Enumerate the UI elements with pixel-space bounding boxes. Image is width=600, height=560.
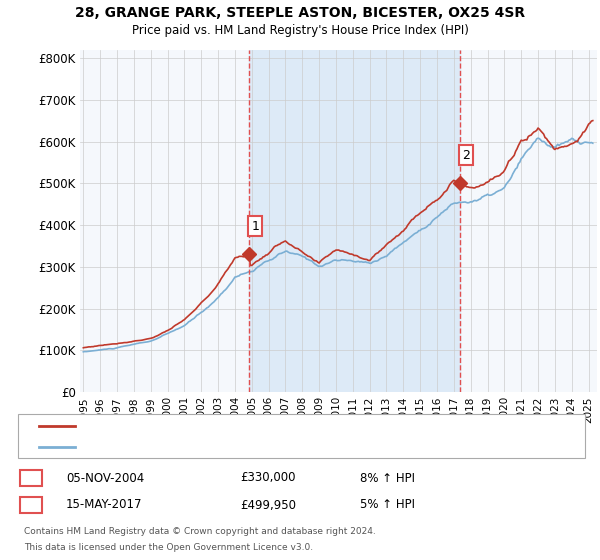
Text: £330,000: £330,000	[240, 472, 296, 484]
Text: 05-NOV-2004: 05-NOV-2004	[66, 472, 144, 484]
Text: 15-MAY-2017: 15-MAY-2017	[66, 498, 143, 511]
Text: HPI: Average price, detached house, Cherwell: HPI: Average price, detached house, Cher…	[84, 441, 334, 451]
Text: 1: 1	[251, 220, 259, 232]
Text: Contains HM Land Registry data © Crown copyright and database right 2024.: Contains HM Land Registry data © Crown c…	[24, 527, 376, 536]
Text: Price paid vs. HM Land Registry's House Price Index (HPI): Price paid vs. HM Land Registry's House …	[131, 24, 469, 37]
Text: 1: 1	[27, 472, 35, 484]
Text: 2: 2	[27, 498, 35, 511]
Text: This data is licensed under the Open Government Licence v3.0.: This data is licensed under the Open Gov…	[24, 543, 313, 552]
Text: 28, GRANGE PARK, STEEPLE ASTON, BICESTER, OX25 4SR: 28, GRANGE PARK, STEEPLE ASTON, BICESTER…	[75, 6, 525, 20]
Text: 5% ↑ HPI: 5% ↑ HPI	[360, 498, 415, 511]
Text: £499,950: £499,950	[240, 498, 296, 511]
Text: 2: 2	[462, 148, 470, 162]
Text: 8% ↑ HPI: 8% ↑ HPI	[360, 472, 415, 484]
Bar	[249, 50, 460, 392]
Text: 28, GRANGE PARK, STEEPLE ASTON, BICESTER, OX25 4SR (detached house): 28, GRANGE PARK, STEEPLE ASTON, BICESTER…	[84, 421, 499, 431]
